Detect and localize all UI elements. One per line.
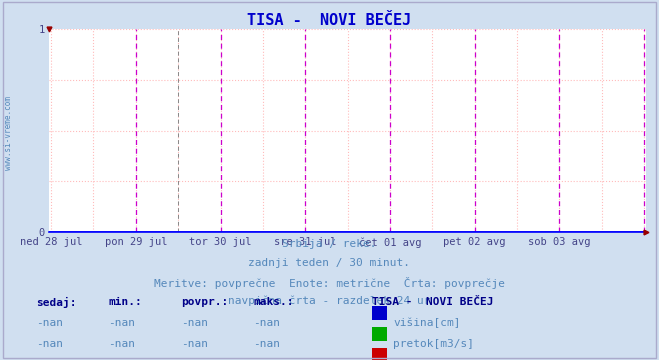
- Text: -nan: -nan: [36, 318, 63, 328]
- Text: -nan: -nan: [181, 339, 208, 349]
- Text: zadnji teden / 30 minut.: zadnji teden / 30 minut.: [248, 258, 411, 268]
- Text: www.si-vreme.com: www.si-vreme.com: [4, 96, 13, 170]
- Text: TISA -  NOVI BEČEJ: TISA - NOVI BEČEJ: [247, 13, 412, 28]
- Text: min.:: min.:: [109, 297, 142, 307]
- Text: -nan: -nan: [109, 318, 135, 328]
- Text: -nan: -nan: [109, 339, 135, 349]
- Text: -nan: -nan: [181, 318, 208, 328]
- Text: povpr.:: povpr.:: [181, 297, 229, 307]
- Text: Srbija / reke.: Srbija / reke.: [282, 239, 377, 249]
- Text: pretok[m3/s]: pretok[m3/s]: [393, 339, 474, 349]
- Text: sedaj:: sedaj:: [36, 297, 76, 308]
- Text: -nan: -nan: [36, 339, 63, 349]
- Text: višina[cm]: višina[cm]: [393, 318, 461, 328]
- Text: -nan: -nan: [254, 339, 280, 349]
- Text: maks.:: maks.:: [254, 297, 294, 307]
- Text: navpična črta - razdelek 24 ur: navpična črta - razdelek 24 ur: [228, 296, 431, 306]
- Text: TISA -  NOVI BEČEJ: TISA - NOVI BEČEJ: [372, 297, 494, 307]
- Text: Meritve: povprečne  Enote: metrične  Črta: povprečje: Meritve: povprečne Enote: metrične Črta:…: [154, 277, 505, 289]
- Text: -nan: -nan: [254, 318, 280, 328]
